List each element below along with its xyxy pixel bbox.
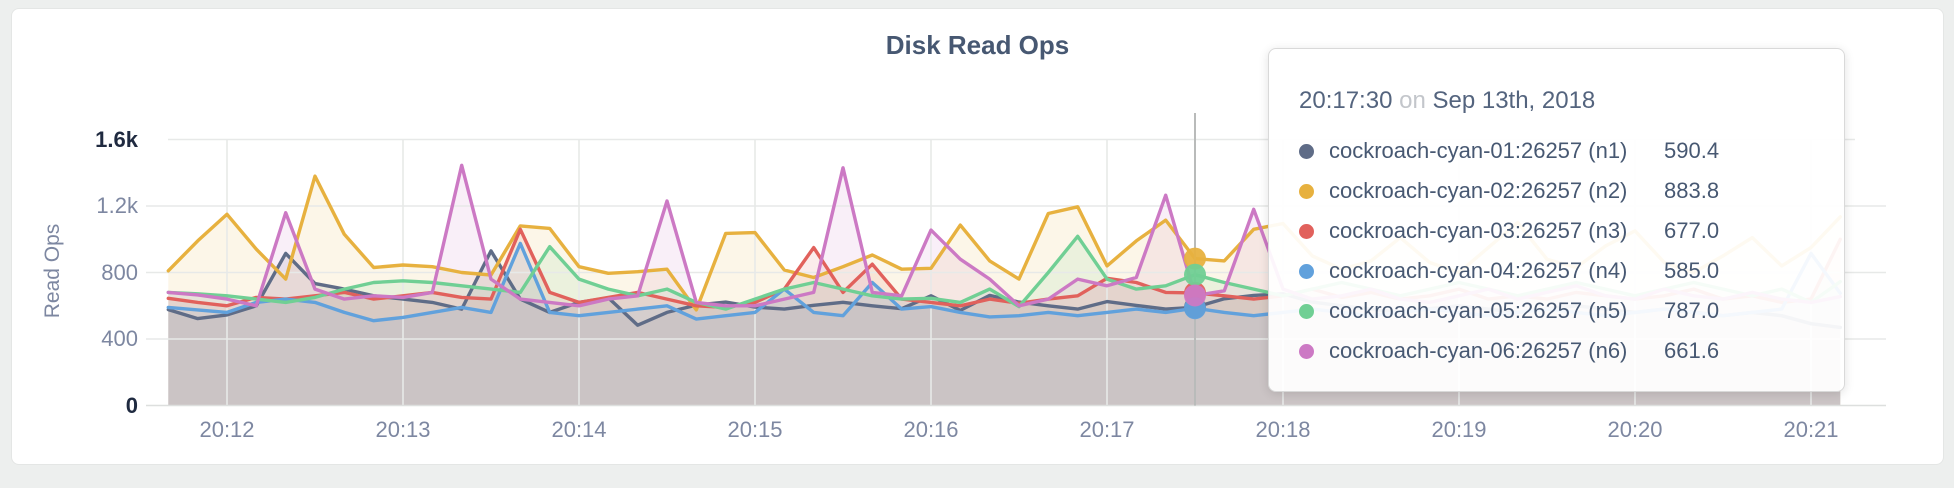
x-tick-label: 20:16 [903,417,959,442]
tooltip-row-value: 590.4 [1664,138,1720,163]
x-tick-label: 20:14 [551,417,607,442]
tooltip-date: Sep 13th, 2018 [1432,87,1596,114]
y-tick-label: 1.6k [95,126,138,152]
hover-point-n2 [1184,247,1206,270]
y-tick-label: 400 [101,326,138,351]
tooltip-connector: on [1399,87,1426,114]
y-tick-label: 800 [101,259,138,285]
series-dot-icon [1299,303,1314,319]
hover-tooltip: 20:17:30 on Sep 13th, 2018 cockroach-cya… [1268,48,1845,392]
tooltip-row: cockroach-cyan-06:26257 (n6) 661.6 [1299,331,1814,371]
hover-point-n6 [1184,284,1206,307]
tooltip-row: cockroach-cyan-05:26257 (n5) 787.0 [1299,291,1814,331]
x-tick-label: 20:18 [1255,417,1311,442]
tooltip-row-label: cockroach-cyan-05:26257 (n5) [1329,298,1628,323]
tooltip-row-value: 883.8 [1664,178,1720,203]
tooltip-row-value: 585.0 [1664,258,1720,283]
x-tick-label: 20:15 [727,417,783,442]
tooltip-row-label: cockroach-cyan-03:26257 (n3) [1329,218,1628,243]
chart-title: Disk Read Ops [885,30,1070,60]
series-dot-icon [1299,223,1314,239]
series-dot-icon [1299,343,1314,359]
y-tick-label: 1.2k [96,193,138,218]
x-tick-label: 20:20 [1607,417,1663,442]
tooltip-row-value: 787.0 [1664,298,1720,323]
series-dot-icon [1299,143,1314,159]
tooltip-row-label: cockroach-cyan-04:26257 (n4) [1329,258,1628,283]
x-tick-label: 20:17 [1079,417,1135,442]
x-tick-label: 20:12 [199,417,255,442]
tooltip-row-label: cockroach-cyan-06:26257 (n6) [1329,338,1628,363]
x-tick-label: 20:13 [375,417,431,442]
tooltip-time: 20:17:30 [1299,87,1393,114]
tooltip-row: cockroach-cyan-01:26257 (n1) 590.4 [1299,131,1814,171]
hover-point-n5 [1184,263,1206,286]
tooltip-row: cockroach-cyan-04:26257 (n4) 585.0 [1299,251,1814,291]
tooltip-header: 20:17:30 on Sep 13th, 2018 [1299,87,1814,115]
tooltip-row-label: cockroach-cyan-02:26257 (n2) [1329,178,1628,203]
tooltip-row: cockroach-cyan-03:26257 (n3) 677.0 [1299,211,1814,251]
y-tick-label: 0 [125,392,138,418]
x-tick-label: 20:21 [1783,417,1839,442]
x-tick-label: 20:19 [1431,417,1487,442]
tooltip-row-value: 677.0 [1664,218,1720,243]
tooltip-row-label: cockroach-cyan-01:26257 (n1) [1329,138,1628,163]
tooltip-row-value: 661.6 [1664,338,1720,363]
series-dot-icon [1299,183,1314,199]
series-dot-icon [1299,263,1314,279]
tooltip-row: cockroach-cyan-02:26257 (n2) 883.8 [1299,171,1814,211]
